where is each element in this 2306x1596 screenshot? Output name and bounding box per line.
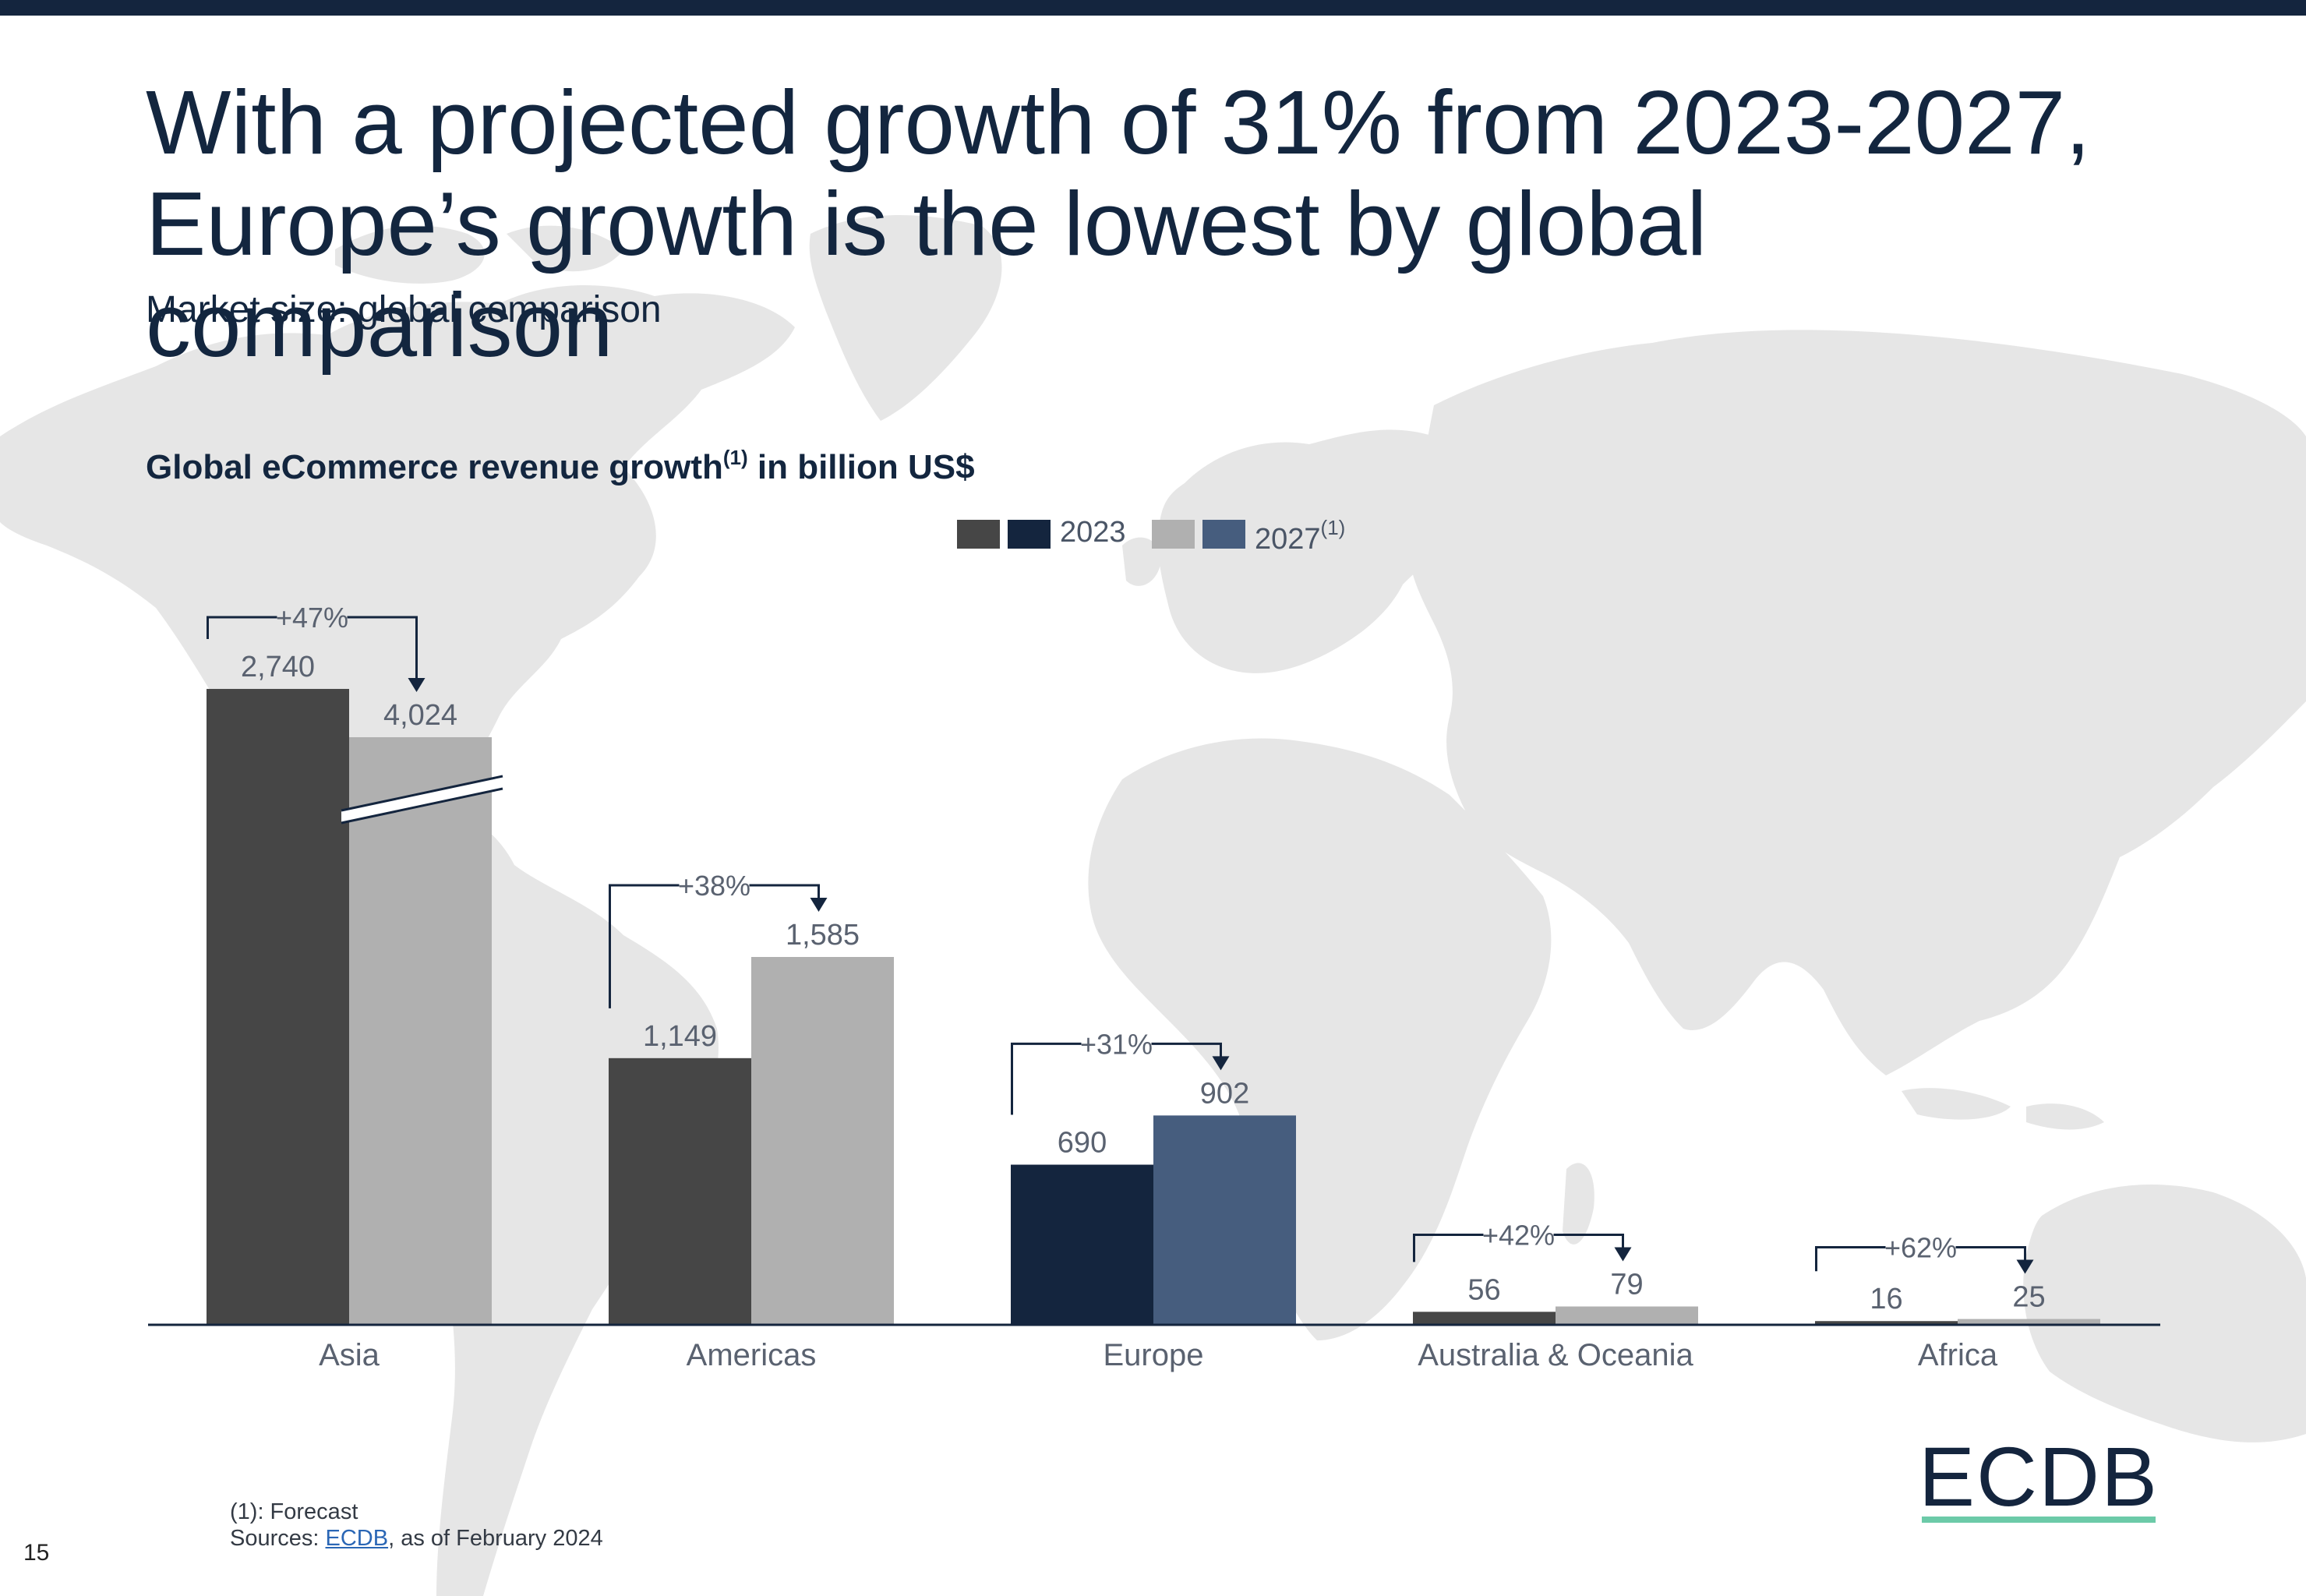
value-label-2023-americas: 1,149 [643, 1020, 717, 1053]
category-label-asia: Asia [319, 1338, 380, 1372]
growth-arrow-asia [408, 678, 426, 692]
page-title: With a projected growth of 31% from 2023… [146, 72, 2172, 376]
value-label-2023-australia-oceania: 56 [1467, 1273, 1500, 1306]
legend-label-2027-text: 2027 [1255, 523, 1321, 556]
bar-2023-africa [1815, 1321, 1958, 1325]
top-bar [0, 0, 2306, 16]
growth-bracket-australia-oceania [1413, 1233, 1624, 1262]
value-label-2023-asia: 2,740 [241, 651, 315, 683]
value-label-2027-europe: 902 [1200, 1077, 1249, 1110]
axis-break-line-bottom [341, 787, 503, 824]
growth-bracket-europe [1011, 1042, 1222, 1115]
growth-arrow-americas [810, 897, 828, 912]
page-title-line-1: With a projected growth of 31% from 2023… [146, 72, 2091, 173]
axis-break-gap [341, 776, 503, 823]
ecdb-logo: ECDB [1919, 1434, 2159, 1524]
axis-break-line-top [341, 775, 503, 812]
value-label-2027-americas: 1,585 [786, 919, 860, 952]
chart-title-superscript: (1) [722, 446, 748, 469]
legend-swatch-2023-navy [1008, 520, 1051, 549]
bar-2027-asia [349, 737, 492, 1325]
growth-label-asia: +47% [276, 602, 348, 634]
page-subtitle: Market size: global comparison [146, 289, 662, 330]
bar-2023-americas [609, 1058, 751, 1325]
category-label-europe: Europe [1104, 1338, 1204, 1372]
bar-2027-australia-oceania [1556, 1306, 1698, 1325]
chart-title-unit: in billion US$ [747, 448, 975, 486]
growth-label-africa: +62% [1884, 1232, 1957, 1264]
growth-label-americas: +38% [678, 870, 750, 902]
page-title-line-2: Europe’s growth is the lowest by global … [146, 173, 1707, 376]
legend-label-2027: 2027(1) [1255, 516, 1345, 556]
bar-2027-europe [1153, 1115, 1296, 1325]
growth-label-europe: +31% [1080, 1028, 1153, 1060]
legend-label-2023: 2023 [1060, 516, 1126, 549]
growth-arrow-africa [2016, 1259, 2034, 1274]
category-label-americas: Americas [687, 1338, 817, 1372]
sources-link-ecdb[interactable]: ECDB [325, 1526, 389, 1551]
value-label-2027-africa: 25 [2012, 1281, 2045, 1314]
category-label-africa: Africa [1918, 1338, 1998, 1372]
growth-bracket-americas [609, 884, 820, 1008]
legend-swatch-2027-blue [1202, 520, 1245, 549]
chart-title: Global eCommerce revenue growth(1) in bi… [146, 446, 975, 487]
legend-swatch-2023-gray [957, 520, 1000, 549]
growth-bracket-africa [1815, 1246, 2026, 1272]
page-number: 15 [23, 1540, 50, 1566]
growth-bracket-asia [207, 616, 418, 680]
bar-2023-europe [1011, 1164, 1153, 1325]
footnote: (1): Forecast [230, 1499, 358, 1524]
sources-suffix: , as of February 2024 [388, 1526, 603, 1551]
category-label-australia-oceania: Australia & Oceania [1418, 1338, 1693, 1372]
growth-arrow-europe [1212, 1056, 1230, 1071]
value-label-2023-africa: 16 [1870, 1283, 1902, 1315]
legend-label-2027-superscript: (1) [1320, 516, 1346, 539]
ecdb-logo-underline [1922, 1517, 2156, 1523]
bar-2027-americas [751, 956, 894, 1325]
value-label-2023-europe: 690 [1058, 1127, 1107, 1160]
chart-title-main: Global eCommerce revenue growth [146, 448, 723, 486]
bar-2027-africa [1958, 1319, 2100, 1325]
sources-prefix: Sources: [230, 1526, 326, 1551]
bar-2023-asia [207, 689, 349, 1325]
legend-swatch-2027-gray [1152, 520, 1195, 549]
growth-arrow-australia-oceania [1614, 1247, 1632, 1262]
value-label-2027-australia-oceania: 79 [1610, 1268, 1643, 1301]
sources-note: Sources: ECDB, as of February 2024 [230, 1526, 603, 1552]
ecdb-logo-text: ECDB [1919, 1434, 2159, 1524]
bar-2023-australia-oceania [1413, 1312, 1556, 1325]
value-label-2027-asia: 4,024 [383, 699, 457, 732]
growth-label-australia-oceania: +42% [1482, 1219, 1555, 1251]
